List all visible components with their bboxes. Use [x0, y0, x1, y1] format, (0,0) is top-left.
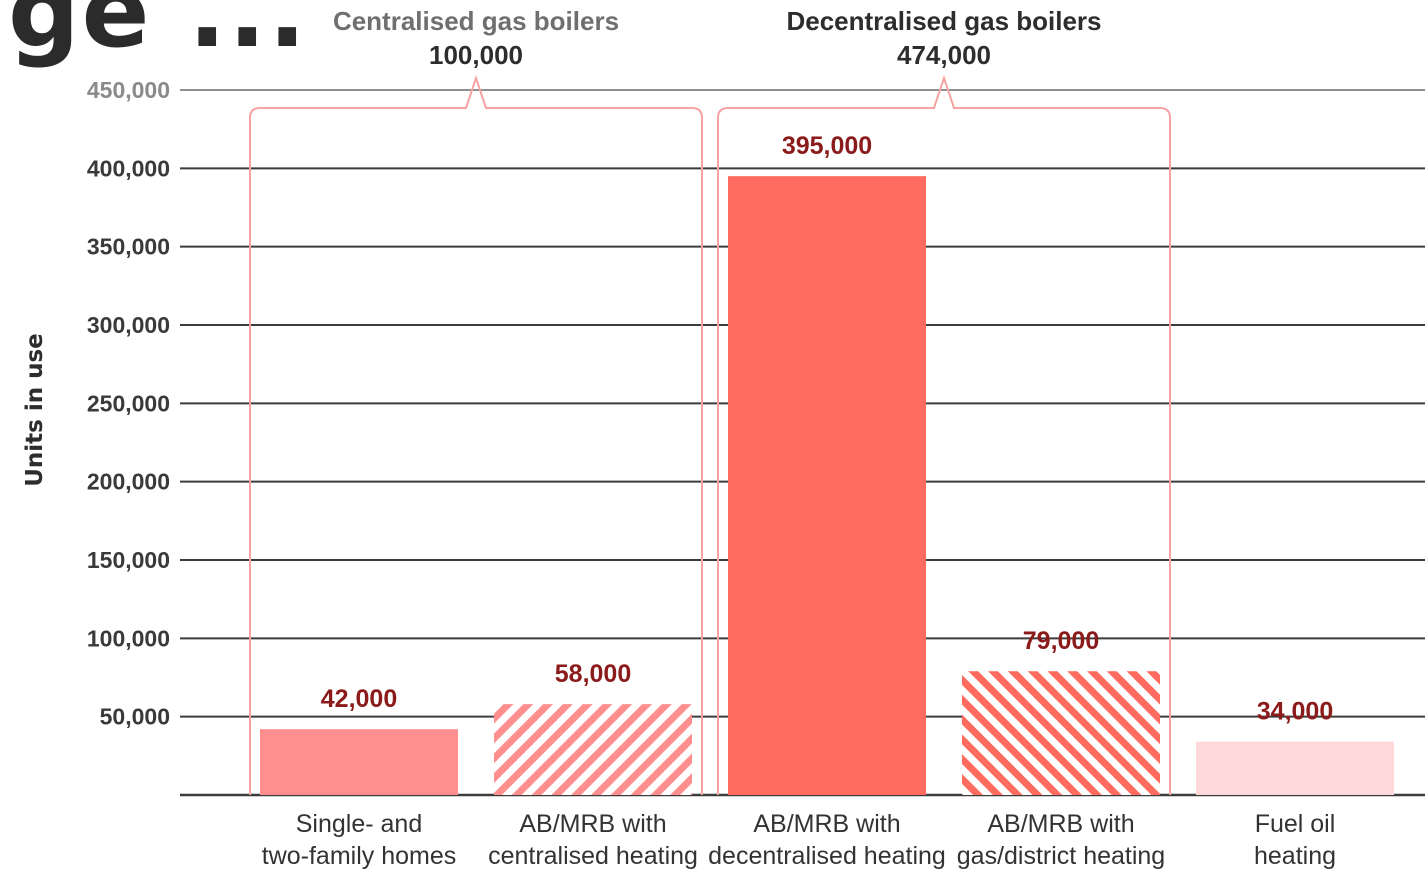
bar — [728, 176, 926, 795]
labels: 50,000 100,000 150,000 200,000 250,000 300,00… — [87, 6, 1336, 870]
y-tick-label: 350,000 — [87, 234, 170, 260]
y-tick-label: 200,000 — [87, 469, 170, 495]
x-tick-label: heating — [1254, 842, 1336, 870]
x-tick-label: AB/MRB with — [519, 810, 666, 838]
group-total-label: 100,000 — [429, 40, 523, 70]
group-brackets — [249, 74, 1171, 795]
x-tick-label: AB/MRB with — [987, 810, 1134, 838]
group-total-label: 474,000 — [897, 40, 991, 70]
x-tick-label: centralised heating — [488, 842, 698, 870]
group-label: Decentralised gas boilers — [786, 6, 1101, 36]
x-tick-label: two-family homes — [262, 842, 457, 870]
bar — [494, 704, 692, 795]
group-bracket — [717, 74, 1171, 795]
group-bracket — [249, 74, 703, 795]
x-tick-label: Fuel oil — [1255, 810, 1336, 838]
y-tick-label: 400,000 — [87, 155, 170, 181]
y-tick-label: 300,000 — [87, 312, 170, 338]
y-axis-title: Units in use — [22, 333, 48, 487]
x-tick-label: decentralised heating — [708, 842, 946, 870]
y-tick-label: 50,000 — [100, 704, 170, 730]
x-tick-label: Single- and — [296, 810, 422, 838]
y-tick-label: 450,000 — [87, 77, 170, 103]
bar — [962, 671, 1160, 795]
bars — [260, 176, 1394, 795]
bar-value-label: 34,000 — [1257, 698, 1333, 726]
page-title-fragment: ge ... — [8, 0, 309, 70]
y-tick-label: 100,000 — [87, 625, 170, 651]
y-tick-label: 250,000 — [87, 390, 170, 416]
bar-value-label: 58,000 — [555, 660, 631, 688]
bar-value-label: 395,000 — [782, 132, 872, 160]
bar-value-label: 79,000 — [1023, 627, 1099, 655]
y-tick-label: 150,000 — [87, 547, 170, 573]
x-tick-label: gas/district heating — [957, 842, 1165, 870]
bar — [260, 729, 458, 795]
x-tick-label: AB/MRB with — [753, 810, 900, 838]
bar — [1196, 741, 1394, 795]
group-label: Centralised gas boilers — [333, 6, 619, 36]
bar-value-label: 42,000 — [321, 685, 397, 713]
